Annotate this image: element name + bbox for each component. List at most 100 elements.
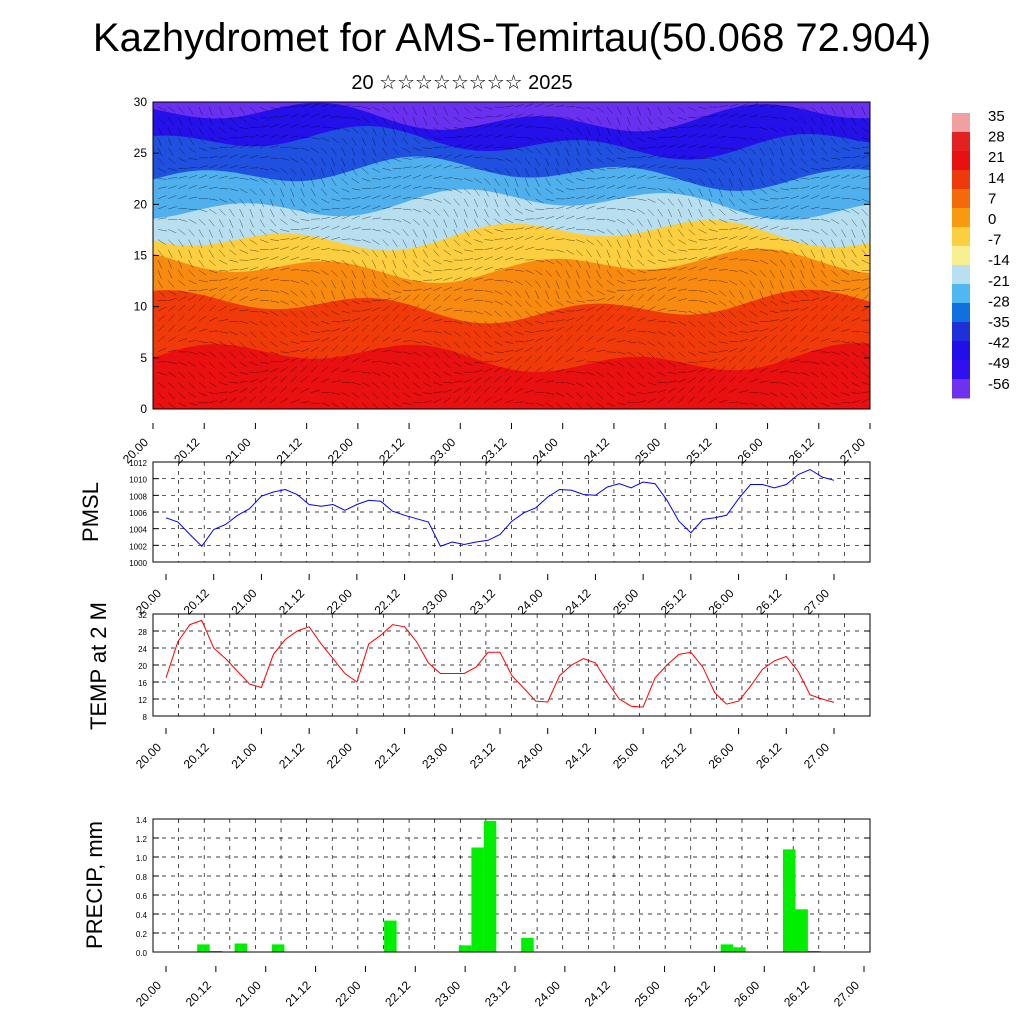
- wind-barb: [453, 188, 462, 194]
- wind-barb: [535, 290, 540, 299]
- wind-barb: [565, 259, 572, 268]
- wind-barbs: [157, 103, 870, 409]
- wind-barb: [596, 336, 605, 342]
- wind-barb: [780, 382, 789, 386]
- wind-barb: [667, 276, 677, 281]
- wind-barb: [616, 174, 626, 179]
- wind-barb: [820, 402, 830, 407]
- wind-barb: [494, 351, 504, 353]
- wind-barb: [596, 349, 606, 353]
- wind-barb: [667, 135, 677, 138]
- wind-barb: [198, 288, 208, 291]
- wind-barb: [831, 219, 840, 224]
- wind-barb: [412, 219, 420, 226]
- wind-barb: [616, 259, 622, 269]
- wind-barb: [239, 341, 247, 349]
- wind-barb: [759, 290, 764, 300]
- wind-barb: [586, 195, 595, 200]
- wind-barb: [433, 208, 440, 216]
- wind-barb: [759, 157, 764, 167]
- wind-barb: [402, 208, 412, 211]
- wind-barb: [157, 205, 167, 210]
- wind-barb: [351, 317, 361, 322]
- wind-barb: [290, 290, 298, 297]
- wind-barb: [168, 297, 177, 302]
- colorbar-segment: [952, 208, 970, 228]
- wind-barb: [831, 382, 838, 389]
- wind-barb: [229, 208, 235, 217]
- wind-barb: [372, 168, 381, 173]
- wind-barb: [443, 145, 453, 149]
- wind-barb: [565, 157, 570, 167]
- wind-barb: [749, 310, 758, 317]
- wind-barb: [576, 316, 584, 322]
- wind-barb: [331, 198, 341, 202]
- wind-barb: [769, 319, 779, 322]
- wind-barb: [841, 304, 848, 312]
- wind-barb: [698, 331, 706, 338]
- wind-barb: [708, 123, 718, 128]
- wind-barb: [422, 117, 428, 126]
- colorbar-label: 14: [988, 170, 1005, 187]
- wind-barb: [433, 146, 443, 149]
- wind-barb: [392, 361, 401, 366]
- wind-barb: [851, 249, 857, 258]
- wind-barb: [331, 237, 341, 240]
- wind-barb: [810, 167, 820, 171]
- wind-barb: [535, 366, 543, 373]
- wind-barb: [382, 147, 388, 156]
- wind-barb: [453, 276, 463, 281]
- wind-barb: [208, 155, 218, 159]
- wind-barb: [596, 392, 604, 400]
- wind-barb: [351, 325, 360, 332]
- wind-barb: [759, 345, 767, 352]
- wind-barb: [790, 168, 798, 175]
- wind-barb: [790, 259, 795, 268]
- wind-barb: [555, 226, 565, 230]
- wind-barb: [208, 239, 213, 249]
- wind-barb: [820, 229, 829, 236]
- wind-barb: [790, 147, 795, 157]
- wind-barb: [749, 168, 754, 177]
- wind-barb: [474, 369, 483, 373]
- wind-barb: [637, 351, 645, 358]
- wind-barb: [565, 370, 575, 373]
- wind-barb: [790, 205, 799, 210]
- wind-barb: [769, 290, 774, 299]
- wind-barb: [239, 287, 249, 291]
- x-tick-label: 22.12: [382, 978, 413, 1009]
- wind-barb: [739, 290, 744, 299]
- wind-barb: [647, 219, 652, 228]
- wind-barb: [290, 399, 300, 404]
- wind-barb: [463, 288, 473, 291]
- wind-barb: [535, 216, 545, 220]
- wind-barb: [351, 116, 361, 121]
- wind-barb: [433, 351, 441, 359]
- wind-barb: [586, 315, 594, 322]
- wind-barb: [208, 317, 218, 322]
- wind-barb: [504, 321, 512, 328]
- wind-barb: [841, 106, 846, 116]
- x-tick-label: 26.00: [706, 740, 737, 771]
- wind-barb: [443, 106, 448, 116]
- wind-barb: [739, 188, 745, 197]
- wind-barb: [606, 229, 614, 236]
- precip-bar: [521, 937, 534, 953]
- wind-barb: [810, 195, 820, 200]
- wind-barb: [249, 341, 257, 349]
- wind-barb: [249, 144, 259, 149]
- wind-barb: [698, 124, 708, 128]
- wind-barb: [576, 168, 584, 175]
- colorbar-label: -14: [988, 252, 1010, 269]
- wind-barb: [208, 208, 217, 215]
- wind-barb: [382, 239, 389, 247]
- wind-barb: [259, 369, 269, 373]
- wind-barb: [586, 147, 591, 156]
- wind-barb: [351, 402, 359, 409]
- wind-barb: [372, 402, 379, 409]
- x-tick-label: 21.00: [228, 586, 259, 617]
- wind-barb: [402, 295, 411, 301]
- wind-barb: [657, 177, 667, 179]
- wind-barb: [616, 327, 626, 332]
- wind-barb: [678, 266, 687, 271]
